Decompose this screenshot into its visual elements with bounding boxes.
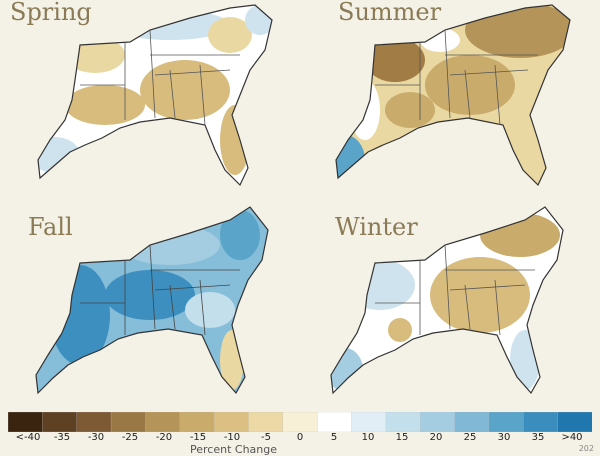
legend-tick-label: 5 — [330, 432, 338, 443]
legend-swatch — [76, 412, 112, 432]
summer-map — [335, 4, 571, 187]
color-legend — [8, 412, 592, 432]
map-panel-winter: Winter — [320, 205, 590, 405]
spring-map — [37, 4, 273, 187]
legend-tick-label: 35 — [531, 432, 545, 443]
map-panel-spring: Spring — [10, 0, 300, 200]
legend-tick-label: <-40 — [15, 432, 41, 443]
legend-swatch — [523, 412, 559, 432]
legend-tick-label: -35 — [53, 432, 71, 443]
legend-tick-label: 0 — [296, 432, 304, 443]
legend-swatch — [557, 412, 592, 432]
legend-swatch — [110, 412, 147, 432]
legend-tick-label: -25 — [121, 432, 139, 443]
map-panel-summer: Summer — [320, 0, 590, 200]
legend-tick-label: 20 — [429, 432, 443, 443]
legend-swatch — [317, 412, 353, 432]
legend-tick-label: 25 — [463, 432, 477, 443]
fall-map — [35, 206, 269, 395]
winter-map — [330, 206, 564, 395]
legend-swatch — [42, 412, 78, 432]
legend-swatch — [248, 412, 284, 432]
legend-swatch — [351, 412, 387, 432]
legend-tick-label: -10 — [223, 432, 241, 443]
legend-tick-label: 30 — [497, 432, 511, 443]
legend-tick-label: >40 — [561, 432, 583, 443]
legend-tick-label: 10 — [361, 432, 375, 443]
legend-tick-label: -30 — [87, 432, 105, 443]
legend-swatch — [454, 412, 490, 432]
legend-swatch — [420, 412, 456, 432]
legend-tick-label: 15 — [395, 432, 409, 443]
legend-swatch — [282, 412, 318, 432]
legend-swatch — [8, 412, 44, 432]
legend-tick-label: -20 — [155, 432, 173, 443]
legend-tick-labels: <-40 -35 -30 -25 -20 -15 -10 -5 0 5 10 15 20 25 30 35 >4… — [8, 432, 592, 446]
panel-label-summer: Summer — [338, 0, 442, 26]
map-panel-fall: Fall — [10, 205, 300, 405]
legend-swatch — [488, 412, 524, 432]
legend-swatch — [179, 412, 215, 432]
legend-tick-label: -5 — [261, 432, 271, 443]
legend-swatch — [213, 412, 250, 432]
page-number: 202 — [578, 444, 594, 453]
panel-label-winter: Winter — [335, 213, 418, 241]
legend-tick-label: -15 — [189, 432, 207, 443]
legend-swatch — [145, 412, 181, 432]
panel-label-fall: Fall — [28, 213, 73, 241]
panel-label-spring: Spring — [10, 0, 92, 26]
legend-swatch — [385, 412, 421, 432]
